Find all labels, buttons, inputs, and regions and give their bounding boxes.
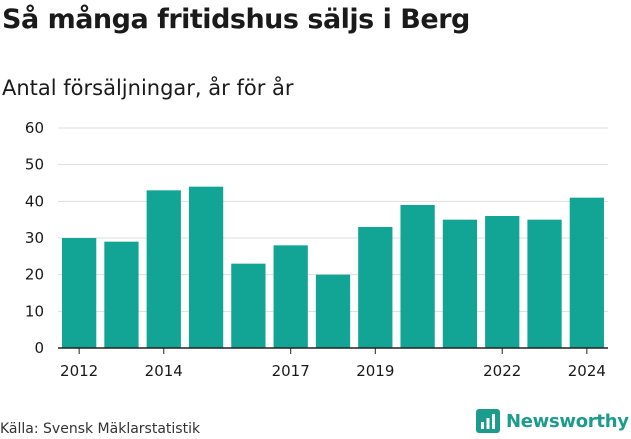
- bar: [400, 205, 435, 348]
- x-tick-label: 2014: [145, 362, 183, 380]
- y-tick-label: 40: [25, 192, 44, 210]
- x-tick-label: 2022: [483, 362, 521, 380]
- newsworthy-logo-icon: [476, 409, 500, 433]
- y-tick-label: 0: [34, 339, 44, 357]
- brand-logo[interactable]: Newsworthy: [476, 409, 629, 433]
- y-tick-label: 50: [25, 156, 44, 174]
- y-axis-ticks: 0 10 20 30 40 50 60: [25, 119, 44, 357]
- bar: [315, 274, 351, 348]
- y-tick-label: 20: [25, 266, 44, 284]
- bar: [231, 263, 266, 348]
- y-tick-label: 30: [25, 229, 44, 247]
- bar: [527, 219, 562, 348]
- y-tick-label: 10: [25, 302, 44, 320]
- chart-subtitle: Antal försäljningar, år för år: [2, 76, 294, 100]
- x-tick-label: 2017: [272, 362, 310, 380]
- x-tick-label: 2012: [60, 362, 98, 380]
- brand-name: Newsworthy: [506, 410, 629, 432]
- bar: [569, 197, 604, 348]
- bar: [146, 190, 181, 348]
- bar: [188, 186, 224, 348]
- bar: [273, 245, 308, 348]
- x-axis-ticks: 2012 2014 2017 2019 2022 2024: [60, 348, 606, 380]
- bar: [62, 238, 97, 348]
- y-tick-label: 60: [25, 119, 44, 137]
- x-tick-label: 2024: [568, 362, 606, 380]
- chart-title: Så många fritidshus säljs i Berg: [2, 4, 470, 35]
- bar: [358, 227, 393, 348]
- bar: [104, 241, 139, 348]
- bar: [442, 219, 478, 348]
- bars: [62, 186, 604, 348]
- source-note: Källa: Svensk Mäklarstatistik: [0, 421, 201, 437]
- x-tick-label: 2019: [356, 362, 394, 380]
- bar: [485, 216, 520, 348]
- bar-chart: 0 10 20 30 40 50 60 2012 2014 2017 2019 2022 2024: [25, 119, 608, 380]
